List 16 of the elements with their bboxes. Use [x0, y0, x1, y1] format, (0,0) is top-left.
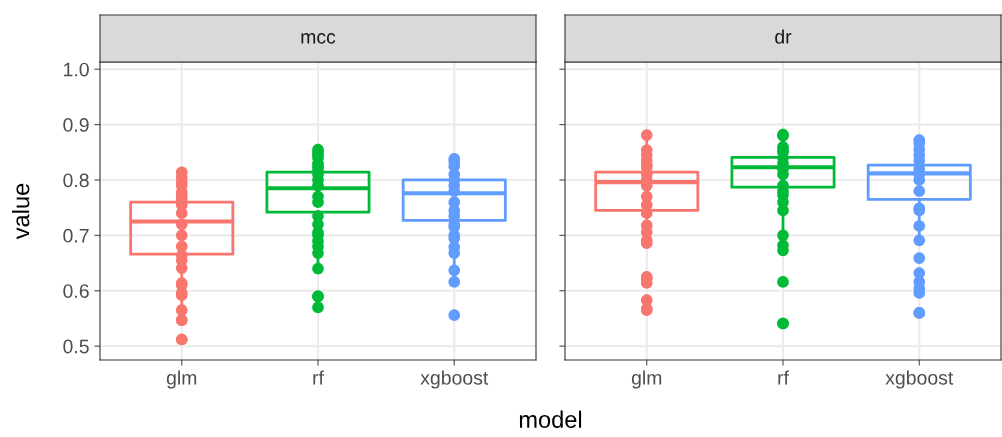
- x-tick-label: rf: [313, 370, 324, 385]
- y-tick-label: 0.6: [63, 284, 89, 298]
- x-tick-label: xgboost: [885, 370, 954, 389]
- y-tick-label: 0.9: [63, 118, 89, 132]
- y-axis-title: value: [12, 183, 30, 240]
- chart-title: mcc: [301, 33, 336, 44]
- x-tick-label: glm: [166, 370, 197, 389]
- x-tick-label: rf: [778, 370, 789, 385]
- y-tick-label: 1.0: [64, 62, 89, 77]
- y-tick-label: 0.7: [63, 228, 89, 243]
- y-tick-label: 0.8: [63, 173, 89, 188]
- x-tick-label: xgboost: [420, 370, 489, 389]
- y-tick-label: 0.5: [63, 339, 89, 354]
- x-tick-label: glm: [631, 370, 662, 389]
- chart-title: dr: [775, 29, 792, 44]
- x-axis-title: model: [519, 410, 582, 428]
